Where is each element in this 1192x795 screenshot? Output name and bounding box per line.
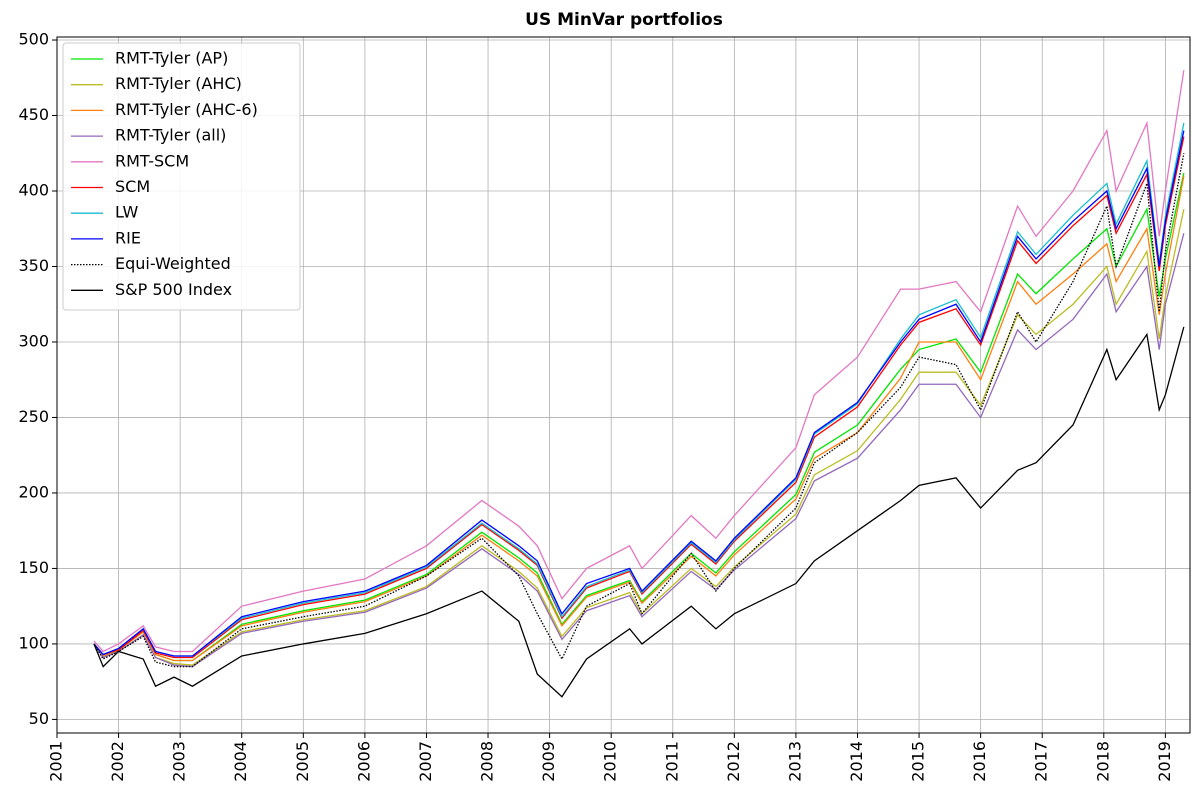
legend-label: RMT-Tyler (AP) — [115, 49, 228, 68]
legend-label: RMT-Tyler (all) — [115, 126, 226, 145]
plot-frame — [56, 36, 1191, 734]
series-line — [93, 208, 1185, 666]
legend-label: RMT-Tyler (AHC-6) — [115, 100, 258, 119]
x-tick-label: 2014 — [847, 741, 866, 782]
x-tick-label: 2002 — [108, 741, 127, 782]
x-tick-label: 2001 — [47, 741, 66, 782]
y-tick-label: 400 — [18, 180, 49, 199]
x-tick-label: 2017 — [1032, 741, 1051, 782]
series-line — [93, 136, 1185, 659]
chart-title: US MinVar portfolios — [525, 10, 723, 30]
y-tick-label: 150 — [18, 558, 49, 577]
legend-label: S&P 500 Index — [115, 280, 232, 299]
x-tick-label: 2005 — [293, 741, 312, 782]
series-line — [93, 175, 1185, 662]
x-tick-label: 2006 — [354, 741, 373, 782]
legend-label: RIE — [115, 228, 141, 247]
legend-label: LW — [115, 203, 138, 222]
x-tick-label: 2009 — [539, 741, 558, 782]
x-tick-label: 2019 — [1155, 741, 1174, 782]
y-tick-label: 200 — [18, 482, 49, 501]
legend-label: RMT-Tyler (AHC) — [115, 74, 242, 93]
legend-label: SCM — [115, 177, 150, 196]
y-tick-label: 450 — [18, 105, 49, 124]
legend-label: Equi-Weighted — [115, 254, 231, 273]
x-tick-label: 2007 — [416, 741, 435, 782]
series-line — [93, 153, 1185, 668]
x-tick-label: 2010 — [601, 741, 620, 782]
y-tick-label: 250 — [18, 407, 49, 426]
x-tick-label: 2003 — [170, 741, 189, 782]
y-tick-label: 100 — [18, 633, 49, 652]
x-tick-label: 2015 — [909, 741, 928, 782]
series-line — [93, 326, 1185, 698]
x-tick-label: 2008 — [478, 741, 497, 782]
x-tick-label: 2012 — [724, 741, 743, 782]
y-tick-label: 50 — [29, 709, 49, 728]
legend-box — [62, 42, 301, 311]
y-tick-label: 300 — [18, 331, 49, 350]
x-tick-label: 2013 — [785, 741, 804, 782]
y-tick-label: 500 — [18, 30, 49, 49]
series-line — [93, 130, 1185, 657]
x-tick-label: 2018 — [1093, 741, 1112, 782]
series-line — [93, 70, 1185, 653]
y-tick-label: 350 — [18, 256, 49, 275]
legend-label: RMT-SCM — [115, 151, 189, 170]
x-tick-label: 2011 — [662, 741, 681, 782]
x-tick-label: 2004 — [231, 741, 250, 782]
x-tick-label: 2016 — [970, 741, 989, 782]
